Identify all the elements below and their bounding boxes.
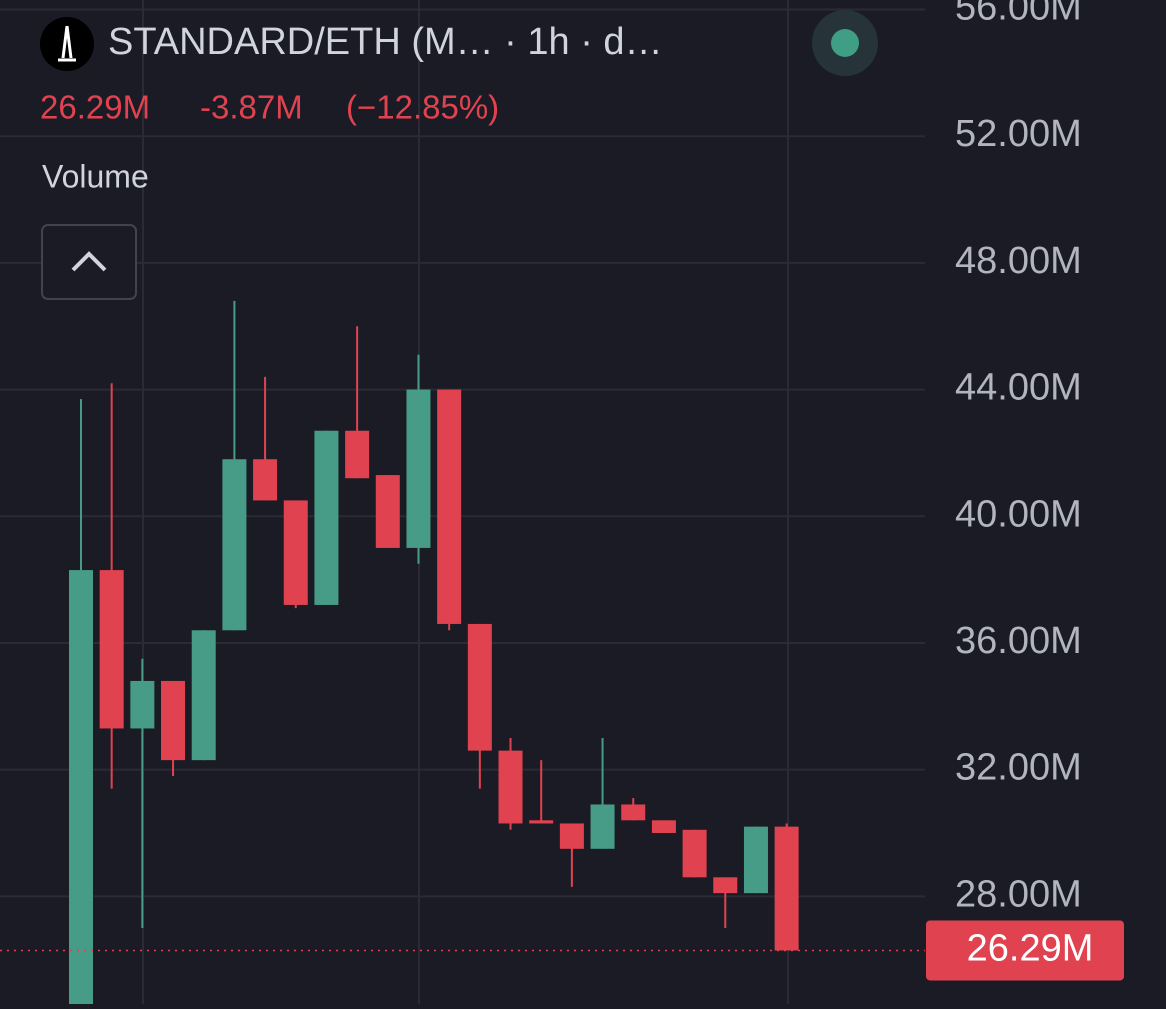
candle-body — [375, 475, 400, 548]
last-price: 26.29M — [40, 89, 150, 126]
candle-body — [467, 623, 492, 751]
candle-body — [161, 680, 186, 761]
y-tick-label: 52.00M — [955, 113, 1082, 155]
candles — [0, 300, 925, 1004]
chevron-up-icon — [71, 251, 107, 272]
candle-body — [559, 823, 584, 849]
y-tick-label: 32.00M — [955, 747, 1082, 789]
last-price-tag — [926, 920, 1124, 981]
candle-body — [191, 630, 216, 761]
candle-body — [130, 680, 155, 729]
candle-body — [69, 570, 93, 1004]
candle-body — [498, 750, 523, 824]
candle-body — [529, 820, 554, 824]
token-logo — [40, 17, 94, 71]
candle-body — [621, 804, 646, 821]
candle-body — [437, 389, 462, 624]
last-price-tag-label: 26.29M — [967, 928, 1094, 970]
y-tick-label: 40.00M — [955, 493, 1082, 535]
candle-body — [713, 877, 738, 894]
y-tick-label: 56.00M — [955, 0, 1082, 29]
indicator-label: Volume — [42, 158, 149, 194]
candle-body — [743, 826, 768, 894]
price-change: -3.87M — [200, 89, 303, 126]
collapse-button[interactable] — [41, 224, 137, 300]
candle-body — [651, 820, 676, 833]
price-change-pct: (−12.85%) — [346, 89, 499, 126]
chart-title: STANDARD/ETH (M… · 1h · d… — [108, 21, 663, 63]
candle-body — [99, 570, 124, 729]
candle-body — [345, 430, 370, 479]
candle-body — [774, 826, 799, 951]
candle-body — [590, 804, 615, 849]
candle-body — [222, 459, 247, 631]
y-axis: 28.00M 32.00M 36.00M 40.00M 44.00M 48.00M 52.0… — [926, 0, 1124, 981]
y-tick-label: 28.00M — [955, 873, 1082, 915]
candle-body — [283, 500, 308, 605]
candle-body — [682, 829, 707, 878]
candle-body — [253, 459, 278, 501]
y-tick-label: 44.00M — [955, 367, 1082, 409]
y-tick-label: 48.00M — [955, 240, 1082, 282]
candle-body — [314, 430, 339, 605]
status-dot — [831, 29, 859, 57]
y-tick-label: 36.00M — [955, 620, 1082, 662]
token-logo-icon — [58, 25, 76, 62]
candle-body — [406, 389, 431, 548]
